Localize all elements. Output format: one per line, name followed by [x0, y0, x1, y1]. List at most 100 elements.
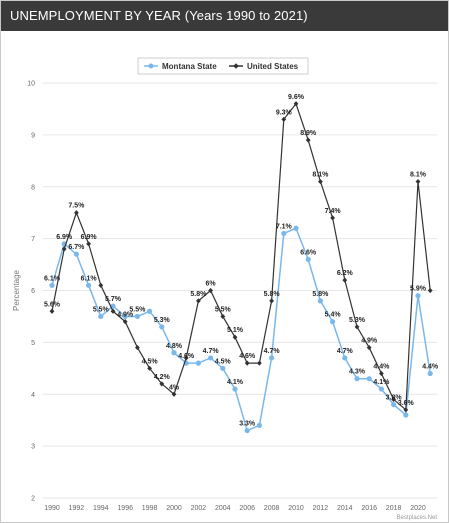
data-label: 8.1% [312, 172, 329, 179]
data-point [49, 308, 55, 314]
x-tick-label: 1994 [93, 505, 109, 512]
x-tick-label: 2006 [239, 505, 255, 512]
data-point [147, 365, 152, 371]
data-point [98, 313, 104, 320]
data-point [74, 210, 79, 216]
data-label: 5.5% [93, 306, 110, 313]
data-point [208, 287, 213, 294]
data-point [305, 137, 311, 143]
legend-label: United States [247, 62, 299, 71]
data-label: 5.3% [154, 317, 171, 324]
y-tick-label: 7 [31, 236, 35, 243]
data-label: 7.1% [276, 223, 293, 230]
data-label: 3.6% [398, 400, 415, 407]
x-tick-label: 2018 [386, 505, 402, 512]
data-point [330, 319, 336, 325]
data-label: 6% [206, 281, 217, 288]
data-point [366, 376, 372, 382]
series-line [51, 102, 431, 412]
y-tick-label: 9 [31, 132, 35, 139]
data-point [342, 355, 348, 361]
data-point [122, 319, 128, 325]
data-label: 6.1% [44, 275, 61, 282]
x-tick-label: 2008 [264, 505, 280, 512]
data-label: 5.7% [105, 296, 122, 303]
legend-marker [233, 63, 239, 69]
data-point [220, 313, 226, 320]
data-label: 4.4% [373, 364, 390, 371]
legend-box [137, 57, 309, 75]
legend-marker [148, 63, 154, 69]
x-tick-label: 2014 [337, 505, 353, 512]
legend-label: Montana State [162, 62, 217, 71]
data-label: 7.4% [325, 208, 342, 215]
x-tick-label: 2016 [361, 505, 377, 512]
data-label: 4.1% [227, 379, 244, 386]
data-point [171, 391, 177, 397]
data-label: 4.8% [166, 343, 183, 350]
x-tick-label: 2020 [410, 505, 426, 512]
y-tick-label: 5 [31, 340, 35, 347]
data-point [257, 360, 262, 366]
data-point [318, 178, 323, 185]
data-label: 3.8% [386, 395, 403, 402]
data-label: 8.1% [410, 172, 427, 179]
y-tick-label: 10 [27, 81, 35, 88]
data-label: 4% [169, 384, 180, 391]
data-point [342, 277, 348, 283]
data-label: 4.4% [422, 364, 439, 371]
title-bar: UNEMPLOYMENT BY YEAR (Years 1990 to 2021… [1, 1, 448, 31]
data-label: 5.8% [190, 291, 207, 298]
data-point [293, 225, 299, 231]
data-point [61, 246, 67, 252]
data-label: 3.3% [239, 421, 256, 428]
data-point [269, 355, 275, 361]
data-point [244, 427, 250, 434]
data-label: 9.3% [276, 109, 293, 116]
data-label: 6.6% [300, 249, 317, 256]
x-tick-label: 1998 [142, 505, 158, 512]
data-point [232, 334, 238, 340]
data-point [379, 370, 384, 377]
data-label: 4.6% [178, 353, 195, 360]
data-label: 4.7% [203, 348, 220, 355]
data-label: 6.1% [81, 275, 98, 282]
data-label: 5.5% [215, 306, 232, 313]
data-label: 5.4% [325, 312, 342, 319]
data-point [171, 350, 177, 356]
y-tick-label: 2 [31, 496, 35, 503]
data-point [49, 282, 55, 288]
data-label: 5.8% [264, 291, 281, 298]
data-label: 7.5% [68, 203, 85, 210]
data-label: 4.7% [337, 348, 354, 355]
x-tick-label: 2004 [215, 505, 231, 512]
data-point [317, 298, 323, 304]
y-tick-label: 8 [31, 184, 35, 191]
data-point [98, 282, 104, 288]
data-label: 5.1% [227, 327, 244, 334]
data-point [293, 101, 299, 107]
data-point [366, 344, 372, 351]
data-point [208, 355, 214, 361]
data-label: 4.7% [264, 348, 281, 355]
data-label: 4.9% [117, 312, 134, 319]
data-point [159, 324, 165, 330]
x-tick-label: 2000 [166, 505, 182, 512]
data-label: 4.2% [154, 374, 171, 381]
data-label: 6.9% [81, 234, 98, 241]
data-point [135, 344, 140, 351]
data-point [220, 365, 226, 371]
data-point [86, 282, 92, 288]
chart-area: 2 3 4 5 6 7 8 9 10 1990 1992 1994 1996 1998 2000 2002 20… [1, 31, 448, 522]
data-point [378, 386, 384, 392]
data-label: 8.9% [300, 130, 317, 137]
data-point [415, 293, 421, 299]
data-point [86, 241, 91, 247]
y-tick-label: 6 [31, 288, 35, 295]
data-point [281, 230, 287, 237]
data-point [244, 360, 250, 366]
data-label: 5.3% [349, 317, 366, 324]
data-point [403, 407, 409, 413]
data-label: 6.7% [68, 244, 85, 251]
